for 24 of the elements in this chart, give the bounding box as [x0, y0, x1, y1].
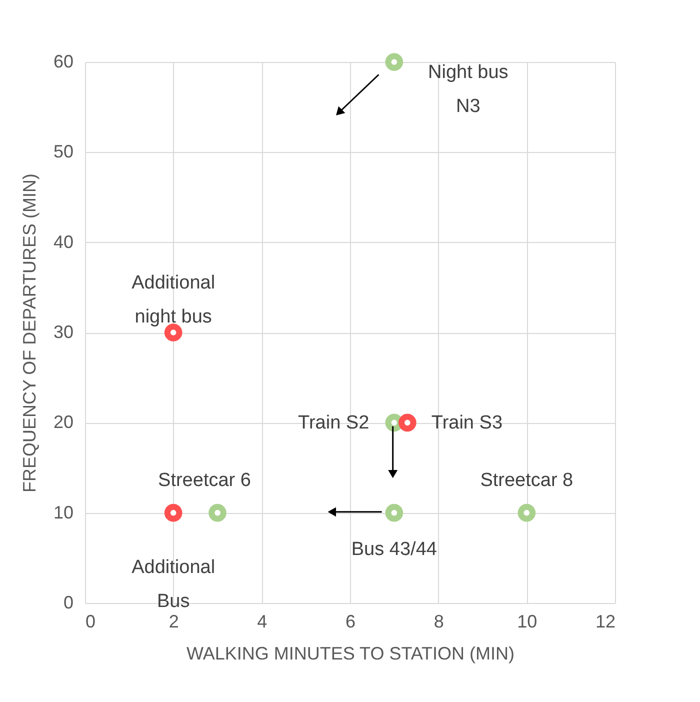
annotation: Additional night bus	[132, 272, 216, 328]
x-axis-title: WALKING MINUTES TO STATION (MIN)	[186, 644, 515, 664]
y-axis-title: FREQUENCY OF DEPARTURES (MIN)	[19, 173, 40, 493]
x-tick-label: 4	[257, 612, 268, 632]
x-tick-label: 6	[345, 612, 356, 632]
y-tick-label: 50	[53, 142, 74, 162]
y-tick-label: 60	[53, 52, 74, 72]
annotation: Additional Bus	[132, 556, 216, 612]
annotation: Streetcar 8	[480, 470, 574, 491]
annotation: Night bus N3	[428, 62, 508, 117]
y-tick-label: 0	[63, 592, 74, 612]
annotation: Train S2	[298, 412, 370, 434]
x-tick-label: 0	[86, 612, 96, 632]
x-tick-label: 10	[517, 612, 538, 632]
annotation: Streetcar 6	[158, 470, 251, 491]
y-tick-label: 10	[53, 502, 74, 522]
x-tick-label: 12	[595, 612, 616, 632]
y-tick-label: 30	[53, 322, 74, 342]
y-tick-label: 20	[53, 412, 74, 432]
x-tick-label: 8	[434, 612, 444, 632]
x-tick-label: 2	[168, 612, 179, 632]
annotation: Train S3	[431, 412, 503, 434]
annotation: Bus 43/44	[351, 538, 438, 560]
y-tick-label: 40	[53, 232, 74, 252]
